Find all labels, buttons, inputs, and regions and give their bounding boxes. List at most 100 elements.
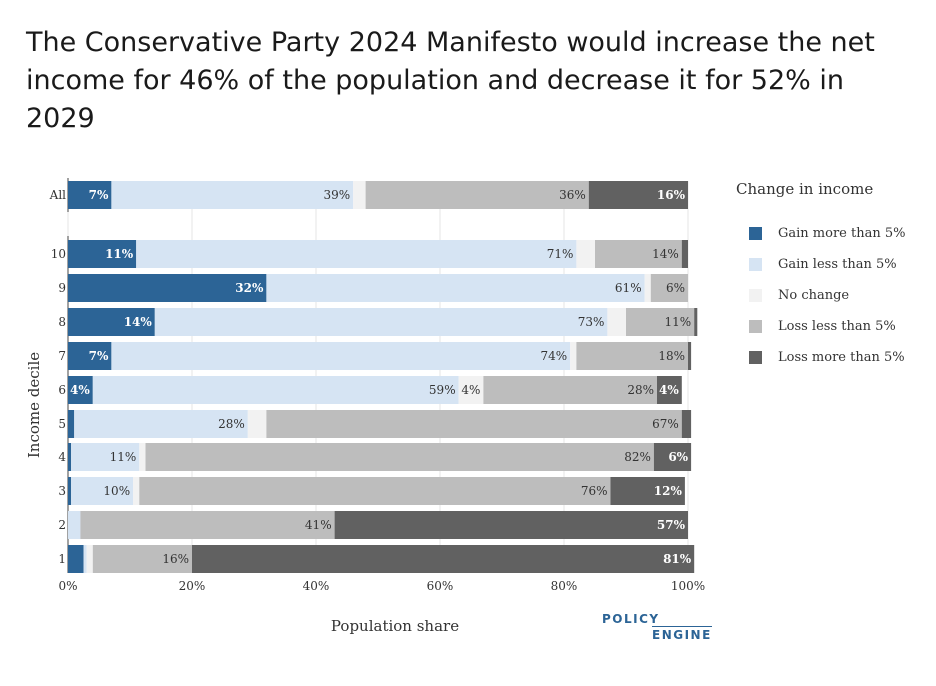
legend-swatch [749, 289, 762, 302]
bar-segment [595, 240, 682, 268]
bar-segment [83, 545, 87, 573]
legend-label: Gain less than 5% [778, 257, 897, 272]
bar-segment [334, 511, 688, 539]
legend-swatch [749, 227, 762, 240]
bar-segment [576, 342, 688, 370]
legend-label: Loss more than 5% [778, 350, 905, 365]
x-tick-label: 20% [179, 579, 206, 593]
legend: Change in income Gain more than 5% Gain l… [736, 180, 926, 373]
legend-item: Gain less than 5% [736, 249, 926, 280]
data-label: 28% [218, 417, 245, 431]
data-label: 28% [627, 383, 654, 397]
bar-segment [458, 376, 484, 404]
data-label: 59% [429, 383, 456, 397]
x-tick-labels: 0% 20% 40% 60% 80% 100% [58, 579, 705, 593]
bar-segment [68, 308, 155, 336]
category-label: 9 [58, 281, 66, 295]
bar-segment [80, 511, 335, 539]
data-label: 12% [654, 484, 683, 498]
data-label: 74% [541, 349, 568, 363]
bar-segment [92, 545, 192, 573]
category-label: 10 [51, 247, 66, 261]
logo-line-1: POLICY [602, 612, 660, 626]
bar-segment [588, 181, 688, 209]
category-label: 5 [58, 417, 66, 431]
data-label: 16% [162, 552, 189, 566]
category-labels: All 10 9 8 7 6 5 4 3 2 1 [49, 188, 67, 566]
data-label: 7% [89, 188, 109, 202]
bar-segment [266, 274, 645, 302]
data-label: 16% [657, 188, 686, 202]
bar-segment [145, 443, 654, 471]
category-label: All [49, 188, 67, 202]
data-label: 81% [663, 552, 692, 566]
bar-segment [657, 376, 682, 404]
legend-items: Gain more than 5% Gain less than 5% No cha… [736, 218, 926, 373]
data-label: 71% [547, 247, 574, 261]
x-tick-label: 0% [58, 579, 77, 593]
data-label: 57% [657, 518, 686, 532]
legend-swatch [749, 351, 762, 364]
data-label: 32% [235, 281, 264, 295]
legend-swatch [749, 258, 762, 271]
data-label: 7% [89, 349, 109, 363]
legend-label: Loss less than 5% [778, 319, 896, 334]
x-tick-label: 100% [671, 579, 705, 593]
bar-segment [192, 545, 695, 573]
bar-segment [139, 477, 611, 505]
data-label: 6% [668, 450, 688, 464]
data-label: 67% [652, 417, 679, 431]
category-label: 1 [58, 552, 66, 566]
bar-segment [644, 274, 651, 302]
data-label: 4% [461, 383, 480, 397]
bar-segment [570, 342, 577, 370]
x-tick-label: 80% [551, 579, 578, 593]
data-label: 18% [658, 349, 685, 363]
bar-segment [576, 240, 595, 268]
category-label: 7 [58, 349, 66, 363]
data-label: 11% [665, 315, 692, 329]
bar-segment [68, 477, 72, 505]
data-label: 61% [615, 281, 642, 295]
x-tick-label: 60% [427, 579, 454, 593]
policyengine-logo: POLICY ENGINE [602, 612, 712, 642]
bar-segment [365, 181, 589, 209]
legend-item: Gain more than 5% [736, 218, 926, 249]
data-label: 11% [110, 450, 137, 464]
category-label: 8 [58, 315, 66, 329]
data-label: 39% [324, 188, 351, 202]
bar-segment [68, 443, 72, 471]
bar-segment [139, 443, 146, 471]
bar-segment [71, 477, 134, 505]
bar-segment [610, 477, 685, 505]
legend-item: Loss less than 5% [736, 311, 926, 342]
category-label: 2 [58, 518, 66, 532]
data-label: 6% [666, 281, 685, 295]
bars: 7% 39% 36% 16% 11% 71% 14% 32% 61% 6% 14% 73% 11% 7% 7… [68, 181, 698, 573]
bar-segment [68, 274, 267, 302]
bar-segment [92, 376, 459, 404]
bar-segment [71, 443, 140, 471]
x-tick-label: 40% [303, 579, 330, 593]
bar-segment [483, 376, 657, 404]
bar-segment [74, 410, 248, 438]
data-label: 76% [581, 484, 608, 498]
bar-segment [68, 545, 84, 573]
bar-segment [68, 181, 112, 209]
bar-segment [650, 274, 688, 302]
data-label: 10% [103, 484, 130, 498]
bar-segment [626, 308, 695, 336]
data-label: 14% [124, 315, 153, 329]
bar-segment [694, 308, 698, 336]
bar-segment [136, 240, 577, 268]
bar-segment [154, 308, 608, 336]
legend-label: Gain more than 5% [778, 226, 906, 241]
category-label: 6 [58, 383, 66, 397]
bar-segment [681, 410, 692, 438]
bar-segment [68, 511, 81, 539]
data-label: 4% [659, 383, 679, 397]
data-label: 41% [305, 518, 332, 532]
bar-segment [68, 240, 137, 268]
legend-item: Loss more than 5% [736, 342, 926, 373]
